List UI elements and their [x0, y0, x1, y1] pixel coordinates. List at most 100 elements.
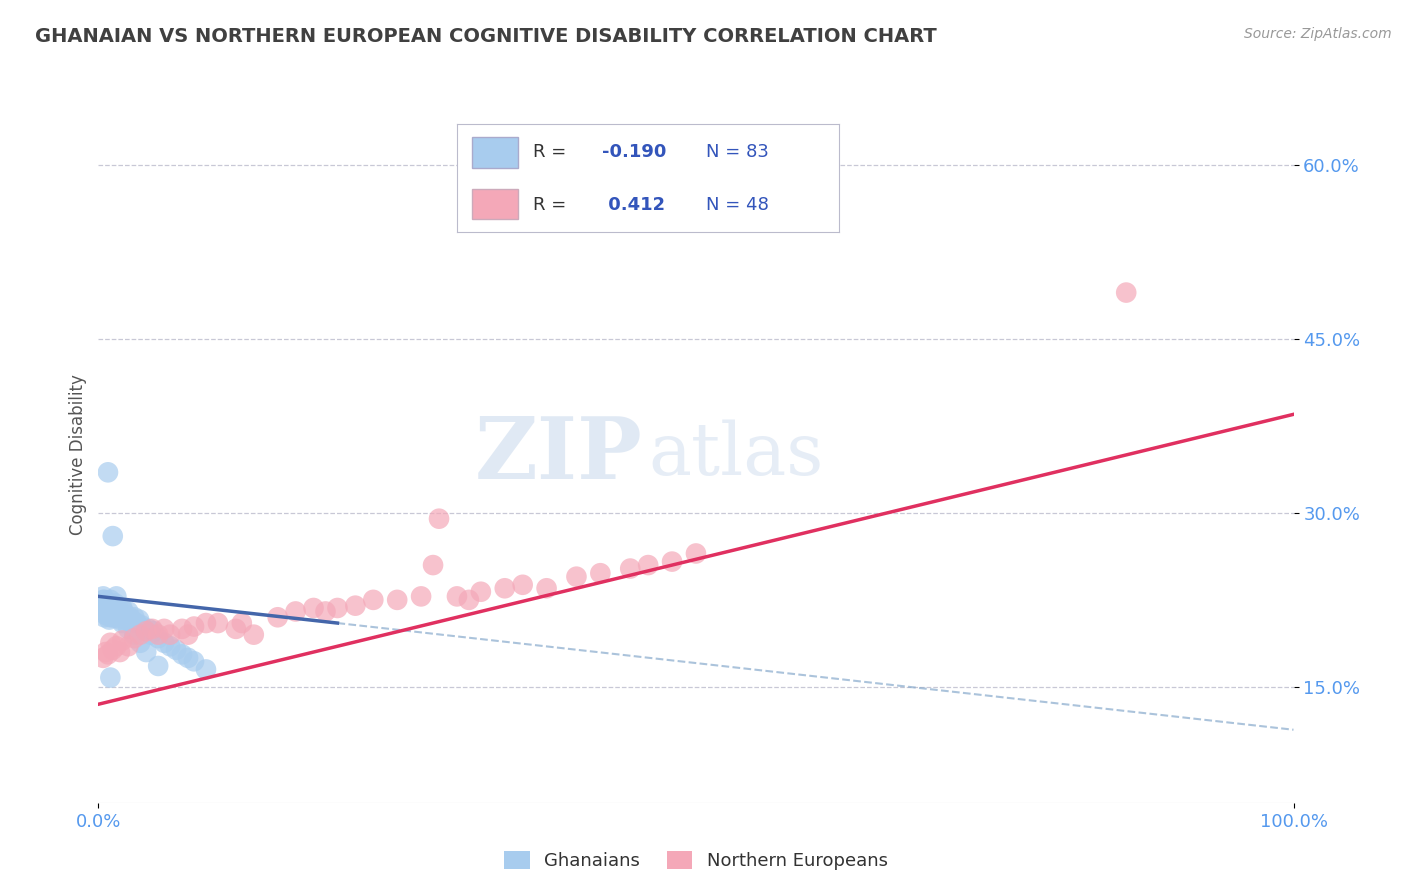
Point — [194, 662, 217, 676]
Point — [619, 561, 641, 575]
Legend: Ghanaians, Northern Europeans: Ghanaians, Northern Europeans — [498, 844, 894, 877]
Point — [446, 590, 468, 604]
Point — [98, 610, 122, 624]
Point — [124, 631, 146, 645]
Point — [177, 651, 200, 665]
Point — [91, 599, 114, 613]
Point — [97, 648, 120, 662]
Point — [512, 578, 534, 592]
Point — [114, 607, 136, 622]
Point — [101, 610, 124, 624]
Point — [96, 599, 118, 613]
Point — [139, 628, 162, 642]
Point — [231, 615, 253, 630]
Point — [117, 605, 139, 619]
Point — [98, 636, 122, 650]
Point — [108, 605, 131, 619]
Point — [101, 529, 124, 543]
Point — [94, 601, 117, 615]
Point — [124, 628, 146, 642]
Point — [470, 584, 492, 599]
Point — [105, 601, 128, 615]
Point — [121, 613, 143, 627]
Point — [494, 582, 516, 596]
Point — [94, 607, 117, 622]
Point — [107, 605, 129, 619]
Point — [243, 628, 266, 642]
Text: GHANAIAN VS NORTHERN EUROPEAN COGNITIVE DISABILITY CORRELATION CHART: GHANAIAN VS NORTHERN EUROPEAN COGNITIVE … — [35, 27, 936, 45]
Point — [153, 636, 176, 650]
Point — [96, 605, 118, 619]
Point — [183, 619, 205, 633]
Point — [165, 642, 187, 657]
Point — [98, 599, 122, 613]
Point — [125, 615, 148, 630]
Point — [302, 601, 325, 615]
Point — [108, 645, 131, 659]
Point — [129, 636, 152, 650]
Point — [91, 592, 114, 607]
Point — [427, 511, 450, 525]
Point — [129, 628, 152, 642]
Point — [207, 615, 229, 630]
Point — [107, 610, 129, 624]
Point — [411, 590, 433, 604]
Point — [148, 628, 170, 642]
Point — [135, 645, 157, 659]
Point — [267, 610, 290, 624]
Point — [135, 624, 157, 639]
Point — [148, 631, 170, 645]
Point — [172, 648, 194, 662]
Point — [93, 610, 115, 624]
Point — [98, 592, 122, 607]
Point — [107, 607, 129, 622]
Point — [194, 615, 217, 630]
Point — [104, 610, 127, 624]
Point — [148, 659, 170, 673]
Point — [225, 622, 247, 636]
Point — [326, 601, 349, 615]
Point — [101, 605, 124, 619]
Point — [120, 615, 142, 630]
Point — [100, 607, 122, 622]
Point — [94, 645, 117, 659]
Point — [141, 622, 163, 636]
Point — [344, 599, 367, 613]
Point — [128, 613, 150, 627]
Point — [536, 582, 558, 596]
Point — [101, 642, 124, 657]
Point — [97, 601, 120, 615]
Point — [458, 592, 481, 607]
Point — [183, 654, 205, 668]
Point — [132, 622, 155, 636]
Point — [97, 601, 120, 615]
Point — [685, 546, 707, 561]
Point — [159, 639, 181, 653]
Point — [172, 622, 194, 636]
Point — [315, 605, 337, 619]
Point — [104, 596, 127, 610]
Text: Source: ZipAtlas.com: Source: ZipAtlas.com — [1244, 27, 1392, 41]
Point — [124, 610, 146, 624]
Point — [98, 596, 121, 610]
Point — [105, 607, 128, 621]
Point — [637, 558, 659, 573]
Point — [100, 599, 122, 613]
Point — [131, 618, 153, 632]
Point — [110, 607, 132, 622]
Point — [108, 613, 131, 627]
Point — [111, 610, 134, 624]
Point — [115, 613, 138, 627]
Point — [111, 601, 134, 615]
Point — [138, 622, 160, 636]
Point — [103, 601, 125, 615]
Point — [91, 601, 114, 615]
Point — [96, 599, 118, 613]
Point — [97, 466, 120, 480]
Point — [117, 639, 139, 653]
Point — [93, 605, 115, 619]
Point — [97, 607, 120, 622]
Text: atlas: atlas — [648, 419, 824, 491]
Text: ZIP: ZIP — [474, 413, 643, 497]
Point — [117, 622, 139, 636]
